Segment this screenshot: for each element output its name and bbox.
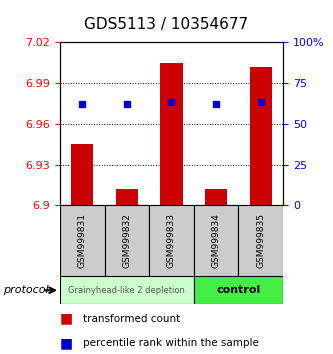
Bar [71,144,93,205]
Bar [205,189,227,205]
Bar [116,189,138,205]
FancyBboxPatch shape [238,205,283,276]
Text: ■: ■ [60,336,73,350]
Text: transformed count: transformed count [83,314,180,324]
Text: control: control [216,285,260,295]
Text: GSM999834: GSM999834 [211,213,221,268]
Bar [161,63,182,205]
FancyBboxPatch shape [194,205,238,276]
Text: percentile rank within the sample: percentile rank within the sample [83,338,259,348]
FancyBboxPatch shape [194,276,283,304]
FancyBboxPatch shape [60,276,194,304]
Text: GDS5113 / 10354677: GDS5113 / 10354677 [85,17,248,32]
FancyBboxPatch shape [149,205,194,276]
Text: GSM999832: GSM999832 [122,213,132,268]
Text: ■: ■ [60,312,73,326]
FancyBboxPatch shape [60,205,105,276]
Text: protocol: protocol [3,285,49,295]
FancyBboxPatch shape [105,205,149,276]
Text: GSM999831: GSM999831 [78,213,87,268]
Text: GSM999833: GSM999833 [167,213,176,268]
Text: GSM999835: GSM999835 [256,213,265,268]
Bar [249,67,272,205]
Text: Grainyhead-like 2 depletion: Grainyhead-like 2 depletion [69,286,185,295]
